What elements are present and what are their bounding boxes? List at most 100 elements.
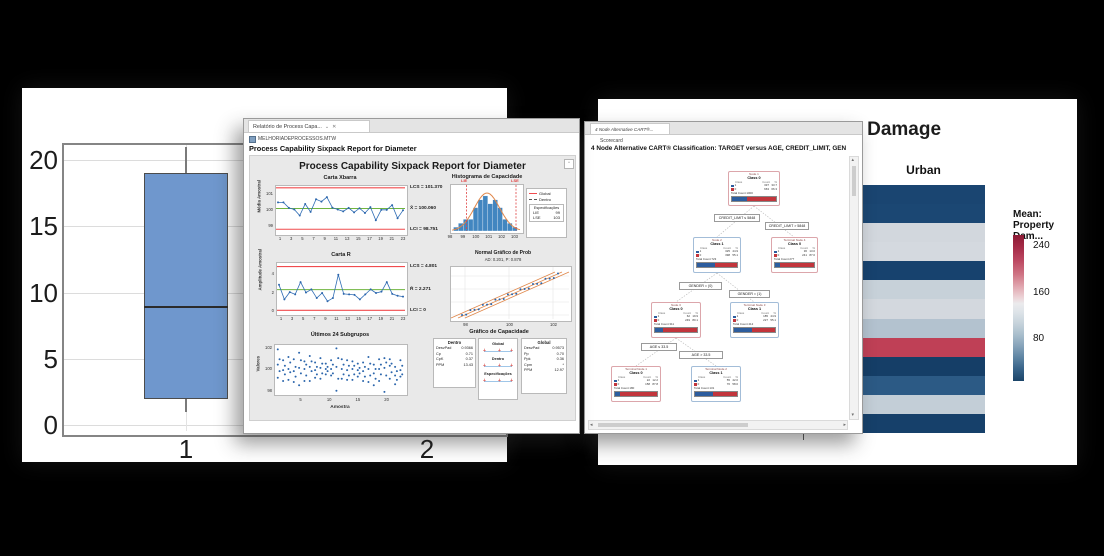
x-tick-label: 103: [511, 234, 518, 239]
node-table-header: Class Count%: [735, 179, 777, 184]
node-class-label: Class 0: [787, 242, 802, 247]
scroll-up-icon[interactable]: ▴: [851, 157, 855, 163]
whisker-upper: [185, 146, 187, 174]
node-header: Node 3: [671, 304, 681, 307]
interval-label: Dentro: [491, 357, 505, 361]
x-tick-label: 100: [506, 322, 513, 327]
scroll-down-icon[interactable]: ▾: [851, 412, 855, 418]
node-table-row: 1 185 44.9: [733, 315, 776, 319]
y-tick-label: 15: [29, 211, 58, 242]
node-total: Total Count 412: [733, 321, 754, 326]
x-tick-label: 15: [355, 397, 361, 402]
horizontal-scrollbar[interactable]: ◂ ▸: [588, 420, 848, 430]
heatmap-cell: [862, 223, 985, 243]
node-header: Terminal Node 2: [705, 368, 727, 371]
node-class-label: Class 1: [747, 307, 762, 312]
process-capability-window: Relatório de Process Capa... ⌄ ✕ MELHORI…: [243, 118, 580, 434]
cart-tab[interactable]: 4 Node Alternative CART®...: [590, 123, 670, 134]
section-title: Process Capability Sixpack Report for Di…: [249, 144, 417, 153]
heatmap-cell: [862, 204, 985, 224]
x-tick-label: 1: [178, 434, 194, 464]
node-table-row: 0 249 80.1: [654, 318, 698, 323]
interval-plot: + + +: [483, 377, 513, 384]
subgroup-scatter-canvas: [276, 347, 404, 393]
lsl-label: LIE: [461, 178, 468, 183]
x-tick-label: 21: [389, 316, 395, 321]
y-tick-label: 102: [265, 344, 272, 350]
process-tab-bar: Relatório de Process Capa... ⌄ ✕: [244, 119, 579, 133]
tree-node[interactable]: Node 3 Class 0 Class Count% 1 62 19.9 0 249 80.1 T…: [651, 302, 701, 338]
worksheet-icon: [249, 135, 256, 143]
y-tick-label: 98: [267, 388, 272, 394]
x-tick-label: 7: [312, 236, 315, 241]
sixpack-graph-panel: Process Capability Sixpack Report for Di…: [249, 155, 576, 421]
x-tick-label: 98: [463, 322, 468, 327]
close-icon[interactable]: ✕: [332, 123, 337, 130]
node-table-row: 1 62 19.9: [654, 315, 698, 319]
probplot-canvas: [450, 267, 570, 319]
split-rule: GENDER = (0): [679, 282, 722, 290]
node-table-row: 0 76 58.0: [694, 382, 738, 387]
x-tick-label: 3: [290, 236, 293, 241]
x-tick-label: 21: [389, 236, 395, 241]
panel-title: Carta Xbarra: [323, 175, 357, 181]
x-axis-label: Amostra: [330, 405, 350, 410]
panel-title: Gráfico de Capacidade: [469, 329, 529, 335]
node-table-header: Class Count%: [778, 245, 815, 250]
scroll-right-icon[interactable]: ▸: [843, 421, 846, 428]
worksheet-row[interactable]: MELHORIADEPROCESSOS.MTW: [249, 135, 336, 143]
heatmap-column-header: Urban: [906, 163, 941, 177]
x-tick-label: 23: [400, 236, 406, 241]
median-line: [144, 305, 228, 308]
tree-node[interactable]: Terminal Node 1 Class 0 Class Count% 1 22 12.2…: [611, 366, 661, 402]
split-rule: GENDER = (1): [729, 290, 770, 298]
legend-dentro: Dentro: [529, 197, 564, 202]
y-tick-label: 100: [265, 366, 272, 372]
vertical-scrollbar[interactable]: ▴ ▾: [849, 156, 859, 420]
node-table-row: 0 241 87.0: [774, 253, 815, 258]
colorbar-tick-label: 80: [1033, 333, 1045, 344]
cart-worksheet-label: Scorecard: [600, 138, 623, 144]
x-tick-label: 98: [447, 234, 453, 239]
tree-node[interactable]: Node 2 Class 1 Class Count% 1 325 44.9 0 398 55.1…: [693, 237, 741, 273]
histogram-canvas: [451, 185, 521, 232]
tree-node[interactable]: Node 1 Class 0 Class Count% 1 337 33.7 0 663 66.3…: [728, 171, 780, 206]
limit-label: LCI = 0: [410, 307, 426, 313]
process-tab[interactable]: Relatório de Process Capa... ⌄ ✕: [248, 120, 370, 132]
chevron-down-icon[interactable]: ⌄: [324, 123, 330, 130]
y-tick-label: 2: [271, 289, 274, 295]
node-table-row: 0 158 87.8: [614, 382, 658, 387]
x-tick-label: 15: [355, 236, 361, 241]
node-total: Total Count 1000: [731, 190, 753, 195]
x-tick-label: 13: [344, 236, 350, 241]
node-class-bar: [694, 391, 738, 397]
x-tick-label: 99: [460, 234, 466, 239]
legend-global: Global: [529, 191, 564, 196]
heatmap-cell: [862, 318, 985, 338]
tree-node[interactable]: Terminal Node 3 Class 1 Class Count% 1 185 44.…: [730, 302, 779, 338]
colorbar-tick-label: 160: [1033, 287, 1050, 298]
node-table-header: Class Count%: [700, 245, 738, 250]
tree-node[interactable]: Terminal Node 2 Class 1 Class Count% 1 55 42.0…: [691, 366, 741, 402]
panel-title: Histograma de Capacidade: [451, 174, 523, 180]
node-class-label: Class 0: [747, 176, 761, 181]
y-tick-label: 101: [266, 191, 273, 197]
pane-scroll-up-icon[interactable]: ⌃: [564, 159, 574, 169]
heatmap-legend: Mean: Property Dam... 240 160 80: [1013, 209, 1075, 381]
x-tick-label: 15: [356, 316, 361, 321]
split-rule: CREDIT_LIMIT > 5848: [765, 222, 809, 230]
node-class-label: Class 1: [710, 242, 724, 247]
limit-label: X̄ = 100.060: [410, 205, 437, 211]
tree-node[interactable]: Terminal Node 4 Class 0 Class Count% 1 36 13.0…: [771, 237, 818, 273]
limit-label: LCS = 101.370: [410, 185, 443, 191]
node-table-row: 0 663 66.3: [731, 187, 777, 192]
cart-tab-label: 4 Node Alternative CART®...: [595, 126, 654, 132]
x-tick-label: 1: [278, 236, 282, 241]
panel-title: Últimos 24 Subgrupos: [310, 332, 370, 338]
scroll-left-icon[interactable]: ◂: [590, 421, 593, 428]
x-tick-label: 19: [378, 316, 384, 321]
heatmap-cell: [862, 375, 985, 395]
split-rule: AGE ≤ 33.5: [641, 343, 677, 351]
y-tick-label: 100: [266, 206, 273, 212]
